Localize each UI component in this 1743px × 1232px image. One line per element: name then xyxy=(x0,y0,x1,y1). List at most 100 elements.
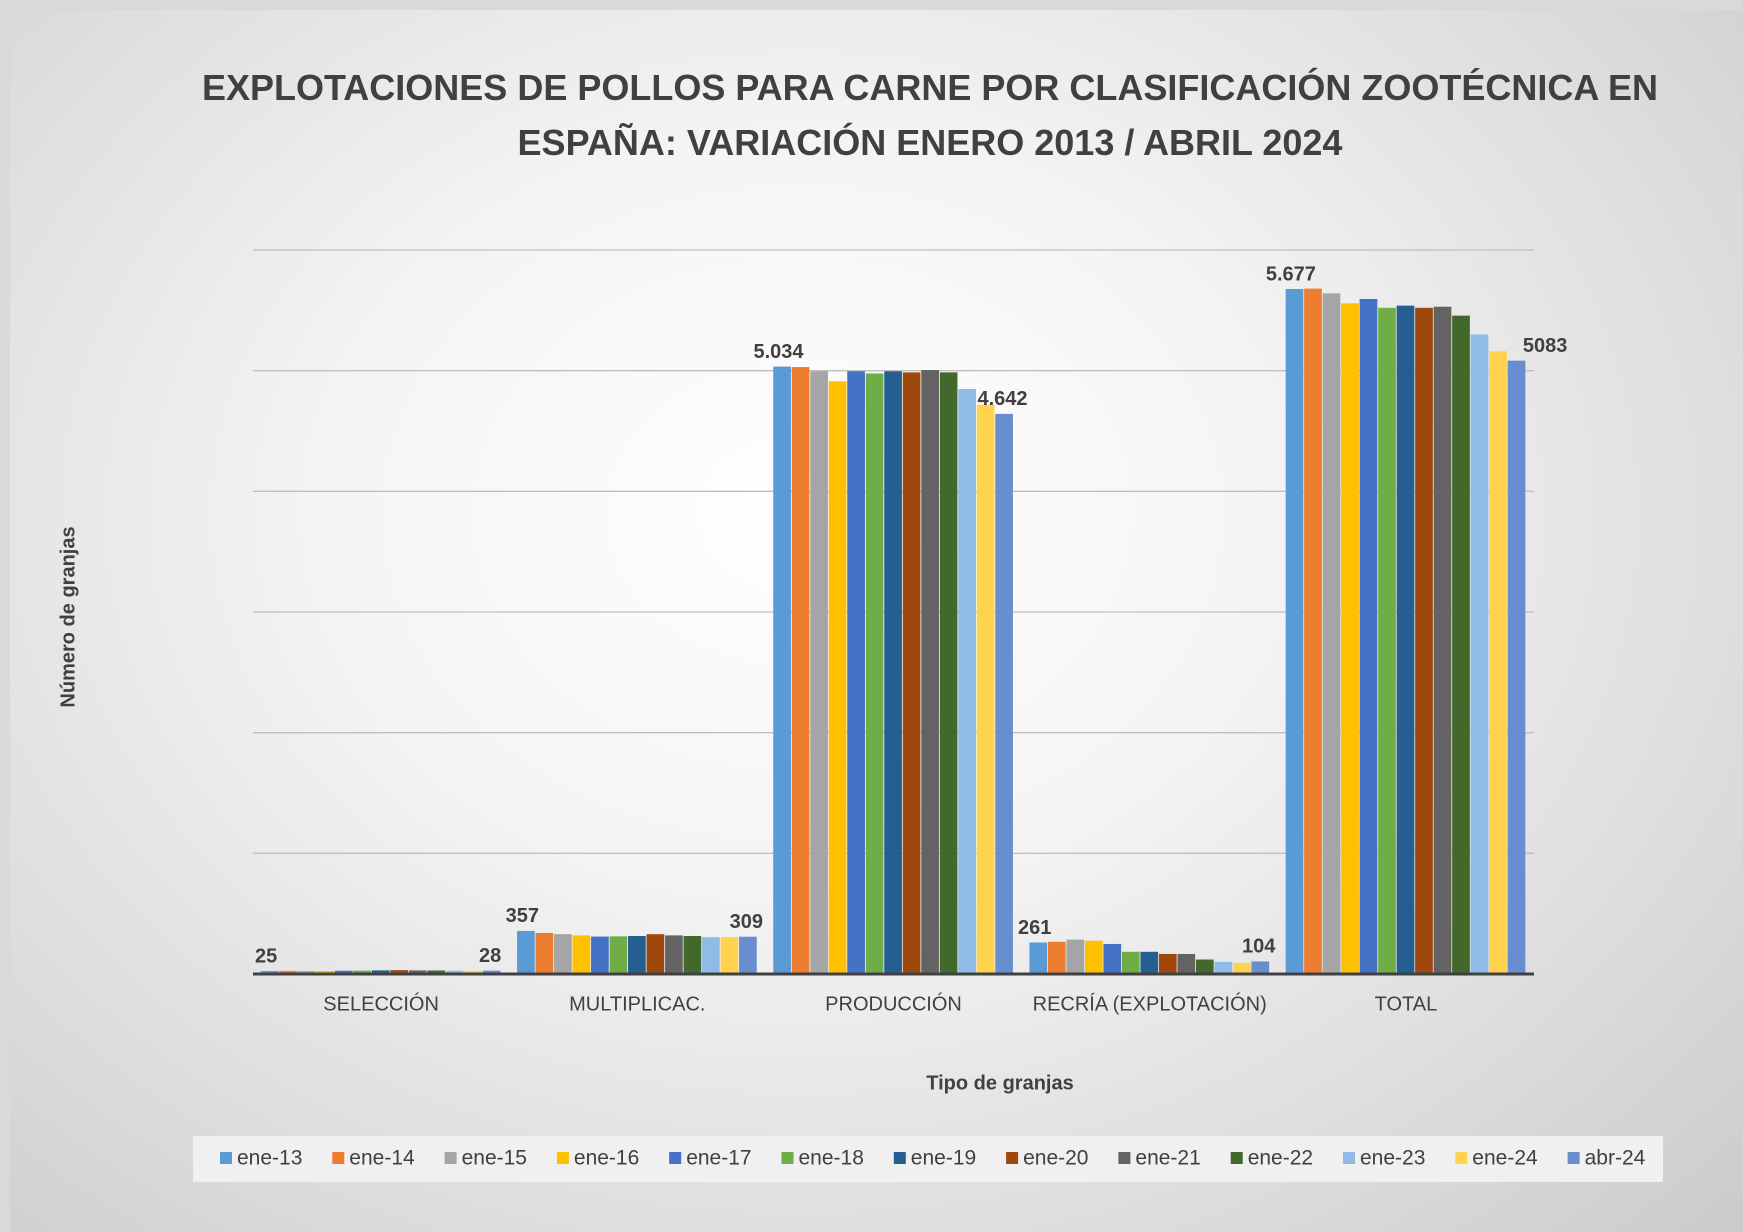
bar xyxy=(279,970,298,974)
bar xyxy=(1489,351,1507,974)
legend-swatch xyxy=(1118,1152,1131,1164)
data-label: 104 xyxy=(1242,936,1276,958)
bar xyxy=(408,970,427,974)
legend-swatch xyxy=(556,1152,569,1164)
data-label: 357 xyxy=(506,905,539,927)
legend-label: ene-15 xyxy=(462,1147,527,1170)
bar xyxy=(847,371,865,974)
bar xyxy=(1140,951,1159,974)
data-label: 5083 xyxy=(1523,335,1568,357)
bar xyxy=(371,970,390,974)
bar xyxy=(1066,939,1085,974)
bar xyxy=(665,935,683,974)
bar xyxy=(902,372,921,975)
data-label: 5.034 xyxy=(753,341,804,363)
data-label: 261 xyxy=(1018,917,1051,939)
bar xyxy=(1195,959,1214,974)
data-label: 309 xyxy=(730,911,763,933)
bar xyxy=(1232,962,1251,974)
bar xyxy=(1433,306,1452,974)
bar xyxy=(1470,334,1489,974)
bar xyxy=(464,970,483,974)
bar xyxy=(1158,953,1177,974)
data-label: 5.677 xyxy=(1266,263,1316,285)
bar xyxy=(1378,307,1396,975)
bar xyxy=(702,937,720,974)
x-axis-label: Tipo de granjas xyxy=(926,1072,1073,1094)
legend-swatch xyxy=(1567,1152,1580,1164)
legend-label: abr-24 xyxy=(1585,1147,1646,1170)
bar xyxy=(1415,307,1433,975)
bar xyxy=(1304,288,1322,974)
legend-label: ene-23 xyxy=(1360,1147,1425,1170)
bar xyxy=(517,930,535,974)
x-tick-label: RECRÍA (EXPLOTACIÓN) xyxy=(1033,992,1267,1015)
bar xyxy=(1341,303,1359,974)
bar xyxy=(791,367,810,975)
bar xyxy=(260,970,279,974)
legend-label: ene-21 xyxy=(1135,1147,1200,1170)
bar xyxy=(828,381,847,974)
bar xyxy=(591,936,609,974)
bar xyxy=(628,935,646,974)
bar xyxy=(1452,315,1470,974)
legend-label: ene-22 xyxy=(1248,1147,1313,1170)
bar xyxy=(1396,305,1415,974)
legend-label: ene-13 xyxy=(237,1147,302,1170)
bar xyxy=(865,373,884,974)
x-tick-label: PRODUCCIÓN xyxy=(825,992,962,1015)
bar xyxy=(884,371,902,974)
legend-label: ene-17 xyxy=(686,1147,751,1170)
bar xyxy=(773,366,791,975)
bar xyxy=(1029,942,1048,974)
legend-label: ene-24 xyxy=(1472,1147,1538,1170)
bar xyxy=(1084,940,1103,974)
bar xyxy=(609,936,628,974)
bar xyxy=(646,934,665,974)
bar xyxy=(739,936,757,974)
legend-label: ene-14 xyxy=(349,1147,415,1170)
legend-label: ene-20 xyxy=(1023,1147,1088,1170)
bar xyxy=(572,935,591,974)
bar xyxy=(958,389,976,974)
data-label: 28 xyxy=(479,945,501,967)
legend-swatch xyxy=(669,1152,682,1164)
bar xyxy=(939,372,958,975)
data-label: 25 xyxy=(255,945,277,967)
bar xyxy=(810,371,828,974)
bar xyxy=(445,970,464,974)
bar xyxy=(1359,298,1378,974)
legend-swatch xyxy=(1343,1152,1355,1164)
chart-title: EXPLOTACIONES DE POLLOS PARA CARNE POR C… xyxy=(201,67,1659,163)
data-label: 4.642 xyxy=(977,388,1027,410)
y-axis-label: Número de granjas xyxy=(57,526,79,707)
bar xyxy=(683,935,702,974)
bar xyxy=(1103,943,1122,974)
bar xyxy=(1177,953,1196,974)
bar xyxy=(535,932,554,974)
bar xyxy=(995,413,1013,974)
bar xyxy=(334,970,353,974)
bar xyxy=(720,937,739,974)
bar xyxy=(554,934,572,974)
legend-swatch xyxy=(444,1152,457,1164)
legend-label: ene-19 xyxy=(911,1147,976,1170)
x-tick-label: SELECCIÓN xyxy=(323,992,439,1015)
x-tick-label: TOTAL xyxy=(1375,993,1438,1015)
legend-swatch xyxy=(220,1152,232,1164)
bar xyxy=(1507,360,1526,974)
bar xyxy=(1214,961,1233,974)
bar xyxy=(427,970,446,974)
legend-label: ene-18 xyxy=(799,1147,864,1170)
bar xyxy=(1322,293,1341,974)
legend-swatch xyxy=(1455,1152,1468,1164)
bar xyxy=(1047,941,1066,974)
bar xyxy=(353,970,372,974)
legend-swatch xyxy=(332,1152,345,1164)
bar xyxy=(1285,288,1304,974)
x-tick-label: MULTIPLICAC. xyxy=(569,993,705,1015)
legend-swatch xyxy=(781,1152,794,1164)
bar xyxy=(482,970,501,974)
